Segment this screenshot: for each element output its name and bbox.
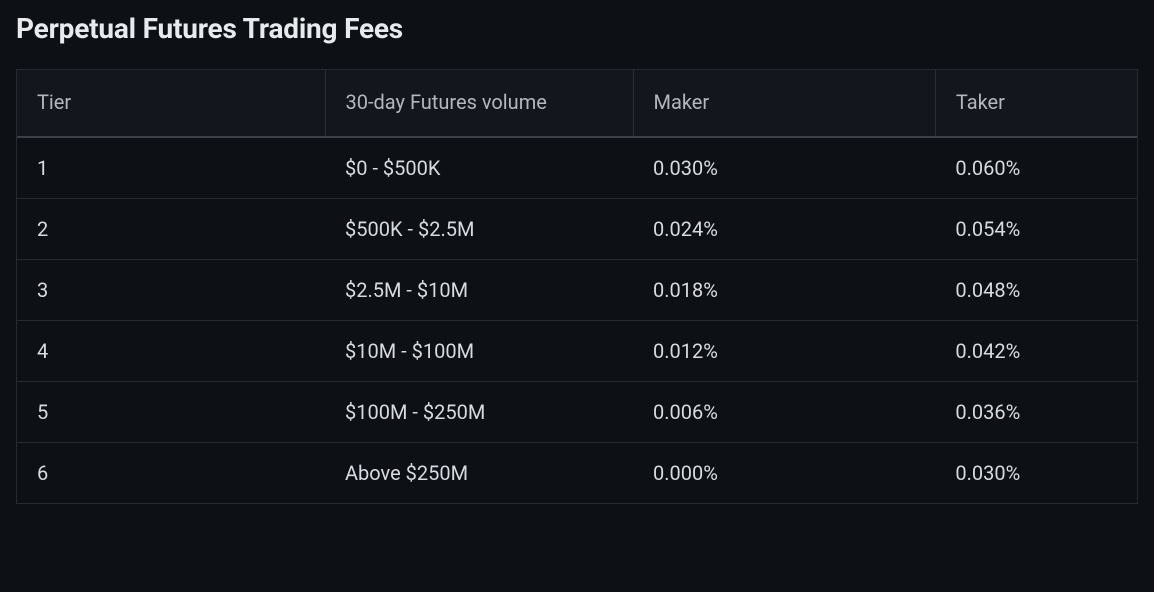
cell-tier: 4	[17, 321, 325, 382]
table-row: 2 $500K - $2.5M 0.024% 0.054%	[17, 199, 1137, 260]
cell-maker: 0.024%	[633, 199, 935, 260]
table-row: 4 $10M - $100M 0.012% 0.042%	[17, 321, 1137, 382]
cell-taker: 0.042%	[935, 321, 1137, 382]
table-row: 3 $2.5M - $10M 0.018% 0.048%	[17, 260, 1137, 321]
cell-volume: $0 - $500K	[325, 137, 633, 199]
cell-taker: 0.048%	[935, 260, 1137, 321]
fees-table: Tier 30-day Futures volume Maker Taker 1…	[17, 70, 1137, 503]
cell-taker: 0.036%	[935, 382, 1137, 443]
col-header-volume: 30-day Futures volume	[325, 70, 633, 137]
cell-maker: 0.006%	[633, 382, 935, 443]
cell-taker: 0.030%	[935, 443, 1137, 504]
cell-tier: 1	[17, 137, 325, 199]
fees-table-container: Tier 30-day Futures volume Maker Taker 1…	[16, 69, 1138, 504]
cell-tier: 3	[17, 260, 325, 321]
table-row: 1 $0 - $500K 0.030% 0.060%	[17, 137, 1137, 199]
cell-volume: $500K - $2.5M	[325, 199, 633, 260]
cell-taker: 0.054%	[935, 199, 1137, 260]
page-title: Perpetual Futures Trading Fees	[16, 12, 1138, 45]
cell-maker: 0.030%	[633, 137, 935, 199]
col-header-taker: Taker	[935, 70, 1137, 137]
col-header-tier: Tier	[17, 70, 325, 137]
table-row: 6 Above $250M 0.000% 0.030%	[17, 443, 1137, 504]
cell-volume: $100M - $250M	[325, 382, 633, 443]
cell-tier: 6	[17, 443, 325, 504]
cell-maker: 0.012%	[633, 321, 935, 382]
table-row: 5 $100M - $250M 0.006% 0.036%	[17, 382, 1137, 443]
cell-tier: 2	[17, 199, 325, 260]
cell-maker: 0.000%	[633, 443, 935, 504]
cell-volume: $2.5M - $10M	[325, 260, 633, 321]
cell-tier: 5	[17, 382, 325, 443]
col-header-maker: Maker	[633, 70, 935, 137]
cell-volume: Above $250M	[325, 443, 633, 504]
cell-maker: 0.018%	[633, 260, 935, 321]
table-header-row: Tier 30-day Futures volume Maker Taker	[17, 70, 1137, 137]
cell-taker: 0.060%	[935, 137, 1137, 199]
cell-volume: $10M - $100M	[325, 321, 633, 382]
